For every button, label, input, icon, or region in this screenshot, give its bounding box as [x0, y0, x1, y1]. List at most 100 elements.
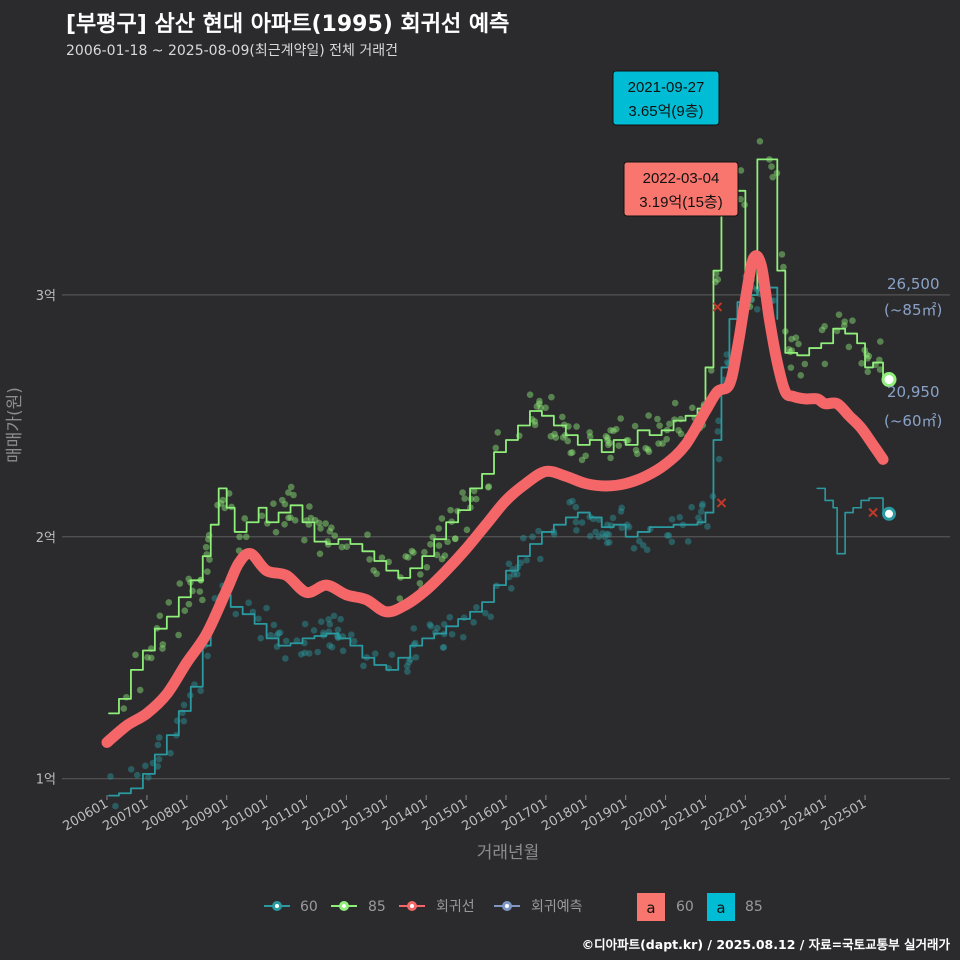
legend-box-60: a 60 — [637, 893, 694, 921]
scatter-point — [263, 604, 270, 612]
scatter-point — [821, 360, 829, 368]
scatter-point — [350, 637, 358, 645]
scatter-point — [148, 654, 155, 662]
x-axis-title: 거래년월 — [477, 843, 540, 863]
scatter-point — [841, 318, 849, 325]
scatter-point — [287, 483, 295, 491]
scatter-point — [287, 514, 294, 521]
scatter-point — [204, 568, 211, 575]
callout-85-date: 2021-09-27 — [628, 79, 705, 96]
scatter-point — [510, 571, 518, 578]
scatter-point — [270, 500, 277, 507]
scatter-point — [876, 356, 883, 364]
scatter-point — [370, 567, 377, 574]
scatter-point — [664, 532, 671, 539]
x-tick-label: 201901 — [579, 796, 629, 834]
scatter-point — [202, 543, 210, 551]
scatter-point — [427, 622, 435, 630]
scatter-point — [433, 551, 441, 559]
scatter-point — [181, 607, 189, 614]
scatter-point — [242, 533, 250, 541]
scatter-point — [485, 483, 493, 490]
scatter-point — [339, 647, 347, 655]
scatter-point — [635, 537, 643, 545]
scatter-point — [509, 566, 516, 573]
scatter-point — [607, 427, 614, 434]
scatter-point — [310, 627, 318, 634]
scatter-point — [364, 531, 371, 538]
scatter-point — [326, 528, 334, 535]
scatter-point — [301, 620, 309, 628]
scatter-point — [505, 560, 513, 568]
legend-label-60: 60 — [300, 899, 318, 915]
scatter-point — [371, 650, 379, 657]
y-tick-label: 2억 — [36, 531, 56, 546]
scatter-point — [301, 536, 308, 544]
scatter-point — [659, 440, 666, 447]
footer-credit: ©디아파트(dapt.kr) / 2025.08.12 / 자료=국토교통부 실… — [581, 937, 950, 952]
scatter-point — [601, 533, 609, 540]
scatter-point — [642, 444, 649, 452]
callout-reg-box — [623, 161, 739, 217]
scatter-point — [267, 631, 274, 639]
scatter-point — [537, 555, 544, 563]
scatter-point — [559, 413, 566, 421]
scatter-point — [698, 502, 706, 510]
scatter-point — [655, 440, 662, 447]
scatter-point — [840, 322, 848, 329]
scatter-point — [421, 548, 428, 556]
marker-layer — [712, 302, 897, 521]
scatter-point — [645, 448, 653, 456]
scatter-point — [665, 532, 673, 539]
regression-x-marker — [712, 302, 723, 312]
scatter-point — [282, 655, 289, 662]
scatter-point — [582, 452, 589, 460]
scatter-point — [625, 523, 633, 531]
scatter-point — [671, 416, 678, 423]
scatter-point — [547, 432, 555, 440]
scatter-point — [373, 570, 380, 578]
scatter-point — [388, 651, 396, 659]
scatter-point — [199, 596, 206, 604]
scatter-point — [595, 533, 603, 540]
chart-subtitle: 2006-01-18 ~ 2025-08-09(최근계약일) 전체 거래건 — [66, 43, 398, 59]
series-line-prediction — [816, 487, 884, 555]
scatter-point — [663, 435, 671, 443]
scatter-point — [470, 619, 477, 626]
end-marker-85 — [881, 372, 897, 388]
scatter-point — [107, 773, 114, 780]
scatter-point — [446, 613, 454, 621]
scatter-point — [715, 455, 723, 463]
scatter-point — [564, 437, 572, 445]
scatter-point — [602, 433, 610, 440]
grid-layer — [62, 294, 950, 780]
scatter-point — [112, 802, 119, 810]
callout-85-max: 2021-09-27 3.65억(9층) — [612, 70, 720, 126]
scatter-point — [133, 771, 141, 779]
scatter-point — [417, 571, 424, 578]
scatter-point — [845, 343, 853, 351]
scatter-point — [245, 599, 252, 607]
x-tick-label: 201701 — [499, 796, 549, 834]
scatter-point — [176, 580, 184, 587]
scatter-point — [818, 326, 826, 334]
scatter-point — [175, 631, 182, 639]
scatter-point — [473, 604, 480, 611]
scatter-point — [434, 624, 441, 632]
scatter-point — [438, 515, 446, 522]
scatter-point — [196, 588, 204, 595]
scatter-point — [573, 423, 580, 430]
scatter-point — [548, 393, 555, 401]
scatter-point — [297, 650, 305, 658]
scatter-point — [404, 668, 411, 675]
scatter-point — [675, 427, 682, 434]
scatter-point — [427, 540, 434, 548]
x-tick-label: 202501 — [819, 796, 869, 834]
scatter-point — [523, 556, 530, 564]
x-tick-label: 202001 — [619, 796, 669, 834]
scatter-point — [285, 514, 292, 522]
scatter-point — [459, 633, 467, 641]
scatter-point — [535, 527, 542, 535]
scatter-point — [714, 276, 722, 283]
scatter-point — [639, 542, 647, 549]
